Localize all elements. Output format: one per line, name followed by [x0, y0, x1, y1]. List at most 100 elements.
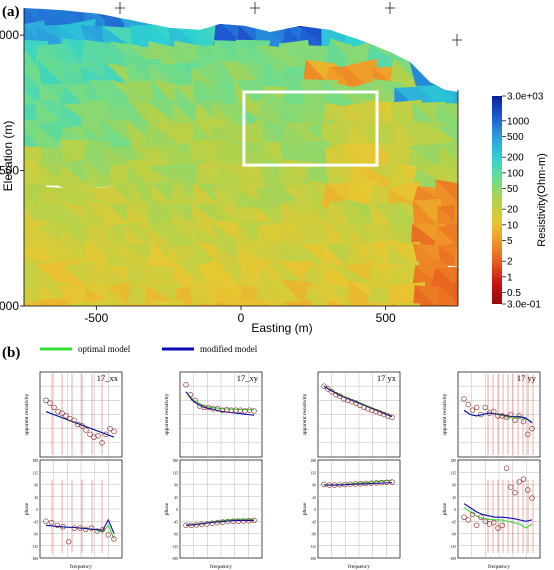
phase-tick-label: -90 — [311, 533, 316, 537]
rho-ylabel: apparent resistivity — [302, 393, 308, 435]
observed-rho-point — [491, 408, 497, 415]
observed-phase-point — [188, 522, 194, 529]
resistivity-cell — [175, 302, 206, 306]
observed-rho-point — [95, 433, 101, 439]
observed-phase-point — [512, 489, 518, 496]
resistivity-cell — [58, 285, 89, 306]
observed-phase-point — [503, 465, 510, 471]
mt-panel-title: 17 yy — [517, 373, 537, 383]
modified-rho-line — [323, 385, 393, 418]
resistivity-cell — [345, 298, 381, 306]
observed-phase-point — [321, 481, 327, 488]
resistivity-cell — [462, 27, 486, 52]
modified-phase-line — [463, 503, 533, 522]
observed-phase-point — [230, 518, 236, 524]
resistivity-cell — [304, 305, 339, 306]
resistivity-cell — [387, 285, 427, 306]
observed-rho-point — [381, 411, 387, 418]
colorbar-tick-label: 2 — [507, 257, 513, 268]
resistivity-cell — [476, 309, 514, 334]
observed-rho-point — [461, 396, 467, 402]
phase-tick-label: -45 — [451, 520, 456, 524]
resistivity-cell — [103, 286, 140, 306]
observed-rho-point — [373, 408, 379, 415]
resistivity-cell — [257, 298, 295, 306]
observed-rho-point — [83, 427, 89, 433]
mt-panel-title: 17_xy — [237, 373, 259, 383]
observed-phase-point — [478, 514, 484, 520]
resistivity-cell — [452, 141, 458, 169]
resistivity-cell — [436, 303, 458, 306]
observed-phase-point — [214, 519, 221, 526]
observed-phase-point — [71, 525, 78, 531]
resistivity-cell — [411, 309, 442, 330]
resistivity-cell — [440, 300, 458, 306]
observed-phase-point — [474, 522, 480, 529]
colorbar-tick-label: 10 — [507, 220, 519, 231]
observed-phase-point — [352, 481, 359, 487]
observed-phase-point — [378, 479, 385, 486]
rho-ylabel: apparent resistivity — [164, 393, 170, 435]
phase-tick-label: -180 — [31, 557, 38, 561]
phase-ylabel: phase — [302, 502, 308, 515]
resistivity-cell — [39, 299, 69, 306]
frequency-label: frequency — [348, 563, 370, 570]
resistivity-cell — [462, 122, 487, 152]
resistivity-cell — [438, 246, 458, 267]
observed-rho-point — [389, 414, 395, 421]
observed-rho-point — [183, 382, 189, 388]
colorbar-tick-label: 3.0e+03 — [507, 92, 544, 103]
resistivity-cell — [463, 63, 493, 85]
resistivity-cell — [79, 299, 119, 306]
observed-phase-point — [48, 519, 55, 526]
resistivity-cell — [109, 303, 142, 306]
resistivity-cell — [212, 302, 250, 306]
legend-optimal: optimal model — [78, 344, 131, 354]
resistivity-cell — [84, 286, 118, 306]
observed-phase-point — [516, 479, 522, 485]
observed-rho-point — [369, 407, 375, 413]
resistivity-cell — [391, 301, 428, 306]
observed-rho-point — [345, 397, 351, 404]
observed-phase-point — [336, 482, 343, 488]
observed-phase-point — [482, 518, 488, 524]
phase-tick-label: -180 — [171, 557, 178, 561]
resistivity-cell — [241, 285, 269, 306]
observed-phase-point — [88, 525, 95, 531]
rho-ylabel: apparent resistivity — [442, 393, 448, 435]
observed-phase-point — [82, 526, 89, 533]
resistivity-cell — [390, 302, 428, 306]
resistivity-cell — [476, 59, 513, 94]
highlight-box — [242, 90, 379, 167]
observed-rho-point — [63, 413, 69, 419]
phase-tick-label: 45 — [312, 496, 316, 500]
resistivity-cell — [326, 299, 353, 306]
resistivity-cell — [456, 184, 458, 209]
observed-phase-point — [251, 517, 257, 524]
observed-phase-point — [60, 523, 66, 530]
panel-a-xlabel: Easting (m) — [251, 321, 312, 335]
observed-phase-point — [235, 518, 242, 524]
colorbar-tick-label: 1 — [507, 272, 513, 283]
phase-tick-label: 135 — [33, 471, 39, 475]
phase-tick-label: -90 — [173, 533, 178, 537]
observed-phase-point — [384, 479, 390, 486]
observed-rho-point — [325, 386, 331, 392]
legend: optimal model modified model — [40, 344, 258, 354]
phase-tick-label: 180 — [33, 459, 39, 463]
observed-phase-point — [225, 518, 231, 525]
observed-phase-point — [65, 538, 72, 545]
observed-rho-point — [71, 417, 77, 423]
colorbar-tick-label: 100 — [507, 168, 524, 179]
observed-rho-point — [87, 431, 93, 438]
mt-panel: 180 135 90 45 0 -45 -90 -135 -180 17 yx apparent r… — [302, 371, 401, 570]
resistivity-cell — [235, 300, 266, 306]
observed-phase-point — [209, 520, 215, 526]
observed-phase-point — [389, 479, 395, 485]
observed-phase-point — [368, 480, 374, 486]
frequency-label: frequency — [210, 563, 232, 570]
phase-ylabel: phase — [24, 502, 30, 515]
resistivity-cell — [459, 302, 487, 332]
panel-a-ylabel: Elevation (m) — [1, 121, 15, 192]
resistivity-cell — [278, 279, 310, 306]
